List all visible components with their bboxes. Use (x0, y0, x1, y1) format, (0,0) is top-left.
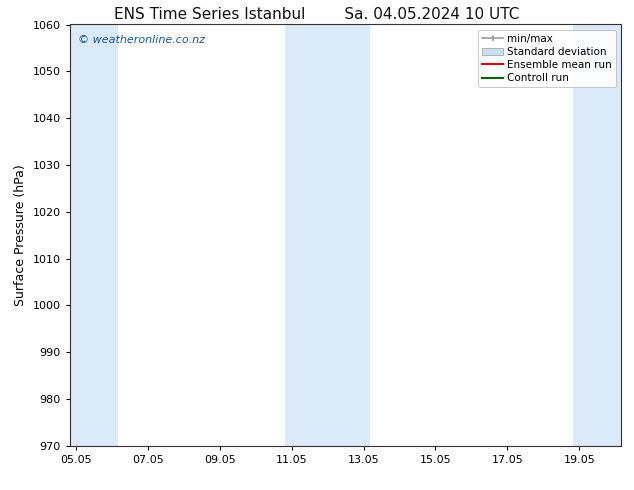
Text: © weatheronline.co.nz: © weatheronline.co.nz (78, 35, 205, 45)
Text: ENS Time Series Istanbul        Sa. 04.05.2024 10 UTC: ENS Time Series Istanbul Sa. 04.05.2024 … (114, 7, 520, 23)
Bar (573, 24, 621, 446)
Bar (285, 24, 370, 446)
Y-axis label: Surface Pressure (hPa): Surface Pressure (hPa) (14, 164, 27, 306)
Legend: min/max, Standard deviation, Ensemble mean run, Controll run: min/max, Standard deviation, Ensemble me… (478, 30, 616, 87)
Bar (70, 24, 118, 446)
